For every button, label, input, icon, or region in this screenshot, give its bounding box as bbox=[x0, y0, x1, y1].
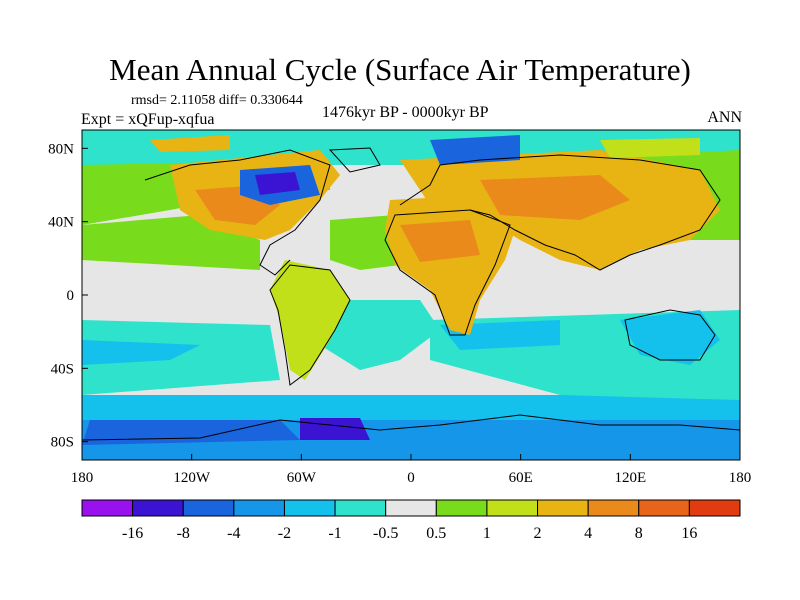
colorbar-swatch bbox=[233, 499, 285, 517]
colorbar: -16 -8 -4 -2 -1 -0.5 0.5 1 2 4 8 16 bbox=[81, 499, 741, 542]
colorbar-level-label: 1 bbox=[483, 525, 491, 542]
x-tick-label: 120E bbox=[614, 470, 646, 486]
coast-australia bbox=[624, 309, 716, 361]
colorbar-swatch bbox=[638, 499, 690, 517]
colorbar-swatch bbox=[182, 499, 235, 517]
x-tick-label: 180 bbox=[729, 470, 752, 486]
field-sahara bbox=[400, 220, 480, 262]
field-hudson-core bbox=[255, 172, 300, 195]
field-south-america bbox=[270, 260, 350, 380]
x-tick-label: 180 bbox=[71, 470, 94, 486]
colorbar-swatch bbox=[385, 499, 437, 517]
coast-greenland bbox=[328, 147, 381, 173]
colorbar-level-label: -2 bbox=[278, 525, 291, 542]
colorbar-level-label: -4 bbox=[227, 525, 240, 542]
colorbar-level-label: -1 bbox=[328, 525, 341, 542]
field-s-pacific bbox=[82, 320, 280, 395]
period-label: 1476kyr BP - 0000kyr BP bbox=[322, 104, 489, 121]
colorbar-level-label: 0.5 bbox=[426, 525, 446, 542]
field-barents-cold bbox=[430, 135, 520, 165]
colorbar-swatch bbox=[587, 499, 640, 517]
y-axis: 80N 40N 0 40S 80S bbox=[48, 141, 88, 451]
colorbar-level-label: -8 bbox=[177, 525, 190, 542]
colorbar-level-label: -16 bbox=[122, 525, 143, 542]
colorbar-swatch bbox=[537, 499, 589, 517]
colorbar-swatch bbox=[435, 499, 488, 517]
colorbar-swatch bbox=[334, 499, 387, 517]
field-s-pacific-mid bbox=[82, 340, 200, 365]
rmsd-diff-label: rmsd= 2.11058 diff= 0.330644 bbox=[131, 93, 303, 108]
field-alaska-warm bbox=[150, 135, 230, 152]
coastlines bbox=[82, 147, 740, 441]
field-atlantic-n bbox=[330, 215, 400, 270]
colorbar-swatch bbox=[688, 499, 741, 517]
x-tick-label: 0 bbox=[407, 470, 415, 486]
chart-title: Mean Annual Cycle (Surface Air Temperatu… bbox=[109, 52, 691, 87]
y-tick-label: 0 bbox=[67, 288, 75, 304]
coast-north-america bbox=[144, 149, 331, 276]
experiment-label: Expt = xQFup-xqfua bbox=[81, 111, 215, 128]
y-tick-label: 80N bbox=[48, 141, 74, 157]
colorbar-level-label: 8 bbox=[635, 525, 643, 542]
anomaly-field bbox=[82, 130, 740, 460]
field-australia bbox=[620, 310, 720, 365]
colorbar-swatch bbox=[486, 499, 539, 517]
field-siberia-coast bbox=[600, 138, 700, 158]
field-central-asia bbox=[480, 175, 630, 220]
coast-africa bbox=[384, 209, 511, 336]
x-tick-label: 120W bbox=[173, 470, 211, 486]
x-tick-label: 60W bbox=[287, 470, 317, 486]
x-axis: 180 120W 60W 0 60E 120E 180 bbox=[71, 454, 752, 486]
colorbar-swatch bbox=[283, 499, 336, 517]
coast-antarctica bbox=[82, 414, 740, 441]
colorbar-level-label: -0.5 bbox=[373, 525, 398, 542]
colorbar-level-label: 16 bbox=[681, 525, 697, 542]
y-tick-label: 80S bbox=[51, 435, 74, 451]
y-tick-label: 40N bbox=[48, 215, 74, 231]
coast-eurasia bbox=[399, 154, 721, 271]
colorbar-level-label: 4 bbox=[584, 525, 592, 542]
colorbar-swatch bbox=[132, 499, 184, 517]
coast-south-america bbox=[269, 264, 351, 386]
field-southern-ocean bbox=[82, 395, 740, 420]
y-tick-label: 40S bbox=[51, 361, 74, 377]
x-tick-label: 60E bbox=[509, 470, 533, 486]
field-weddell bbox=[300, 418, 370, 440]
colorbar-swatch bbox=[81, 499, 134, 517]
colorbar-level-label: 2 bbox=[534, 525, 542, 542]
season-label: ANN bbox=[707, 109, 742, 126]
